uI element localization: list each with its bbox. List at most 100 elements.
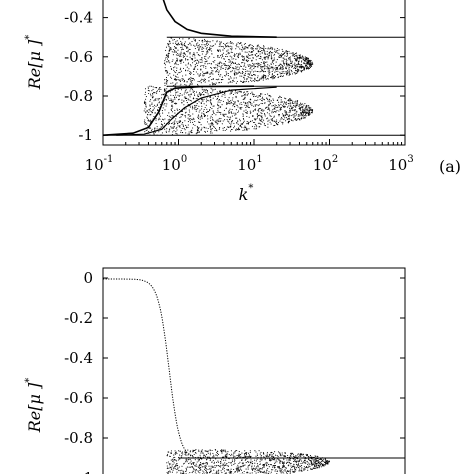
- panel-a-point: [170, 68, 172, 70]
- panel-a-point: [309, 60, 311, 62]
- panel-a-point: [187, 91, 189, 93]
- panel-a-point: [182, 38, 184, 40]
- panel-b-point: [315, 461, 317, 463]
- panel-a-point: [208, 49, 210, 51]
- panel-a-point: [279, 108, 281, 111]
- panel-a-point: [248, 73, 250, 75]
- panel-a-point: [284, 62, 286, 64]
- panel-a-point: [211, 108, 213, 110]
- panel-a-point: [263, 57, 265, 59]
- panel-a-point: [300, 112, 302, 114]
- panel-a-point: [189, 56, 191, 58]
- panel-b-point: [268, 458, 271, 460]
- panel-b-point: [251, 466, 253, 468]
- panel-a-point: [233, 127, 235, 129]
- panel-a-point: [300, 65, 302, 67]
- panel-b-point: [197, 470, 199, 472]
- panel-a-point: [173, 126, 175, 128]
- panel-a-point: [219, 43, 221, 45]
- panel-a-point: [246, 121, 248, 123]
- panel-b-point: [251, 463, 253, 465]
- panel-a-point: [209, 84, 211, 86]
- panel-a-point: [275, 61, 277, 63]
- panel-a-point: [263, 119, 265, 121]
- panel-a-point: [201, 50, 203, 52]
- panel-b-point: [239, 467, 241, 469]
- panel-b-point: [266, 454, 268, 457]
- panel-a-point: [267, 106, 269, 108]
- panel-a-point: [199, 92, 201, 94]
- panel-a-xtick-label-4: 103: [388, 154, 413, 174]
- panel-a-point: [222, 115, 224, 117]
- panel-b-point: [171, 458, 174, 460]
- panel-a-point: [158, 128, 160, 130]
- panel-a-point: [243, 65, 245, 67]
- panel-b-point: [199, 464, 201, 466]
- panel-b-point: [256, 470, 258, 472]
- panel-a-point: [206, 111, 208, 113]
- panel-a-point: [272, 59, 275, 61]
- panel-a-point: [181, 59, 183, 61]
- panel-b-point: [209, 452, 211, 454]
- panel-b-point: [303, 469, 305, 471]
- panel-a-point: [303, 62, 305, 64]
- panel-a-point: [202, 100, 204, 102]
- panel-a-point: [245, 109, 247, 111]
- panel-a-point: [286, 52, 288, 54]
- panel-b-point: [180, 472, 182, 474]
- panel-a-point: [284, 55, 286, 57]
- panel-a-point: [285, 98, 287, 100]
- panel-a-point: [237, 72, 239, 74]
- panel-a-point: [258, 46, 260, 48]
- panel-a-point: [221, 53, 223, 56]
- panel-a-point: [203, 89, 205, 91]
- panel-a-point: [189, 118, 191, 120]
- panel-a-point: [232, 67, 234, 69]
- panel-a-point: [261, 52, 263, 54]
- panel-b-point: [257, 468, 259, 470]
- panel-a-point: [280, 56, 282, 58]
- panel-a-point: [288, 74, 290, 76]
- panel-a-point: [247, 93, 249, 95]
- panel-b-point: [249, 461, 251, 463]
- panel-a-point: [293, 57, 295, 59]
- panel-b-point: [196, 465, 198, 467]
- panel-a-point: [209, 73, 211, 75]
- panel-a-point: [234, 92, 236, 94]
- panel-a-point: [210, 47, 212, 49]
- panel-a-point: [295, 57, 297, 59]
- panel-a-point: [149, 100, 151, 102]
- panel-b-point: [300, 465, 302, 467]
- panel-b-point: [264, 472, 266, 474]
- panel-a-point: [219, 61, 221, 63]
- panel-a-point: [180, 55, 182, 57]
- panel-b-point: [224, 449, 226, 451]
- panel-a-point: [254, 55, 256, 57]
- panel-a-point: [178, 44, 180, 46]
- panel-a-point: [214, 83, 217, 85]
- panel-a-point: [180, 46, 182, 49]
- panel-a-point: [189, 99, 191, 101]
- panel-a-point: [147, 89, 149, 91]
- panel-a-point: [203, 113, 205, 116]
- panel-a-point: [249, 110, 251, 112]
- panel-a-point: [212, 60, 214, 63]
- panel-a-point: [153, 132, 155, 134]
- panel-a-point: [210, 67, 212, 69]
- panel-b-point: [225, 453, 228, 455]
- panel-a-point: [298, 118, 300, 120]
- panel-a-point: [147, 126, 149, 128]
- panel-b-point: [262, 452, 265, 454]
- panel-a-point: [152, 118, 154, 120]
- panel-b-point: [273, 459, 275, 461]
- panel-a-point: [295, 70, 297, 72]
- panel-b-point: [173, 457, 175, 459]
- panel-b-point: [205, 455, 207, 457]
- panel-a-point: [266, 61, 268, 63]
- panel-a-point: [244, 62, 246, 64]
- panel-a-point: [210, 99, 212, 101]
- panel-a-point: [219, 90, 221, 92]
- panel-a-point: [233, 112, 235, 114]
- panel-a-point: [232, 105, 234, 107]
- panel-a-point: [283, 105, 285, 107]
